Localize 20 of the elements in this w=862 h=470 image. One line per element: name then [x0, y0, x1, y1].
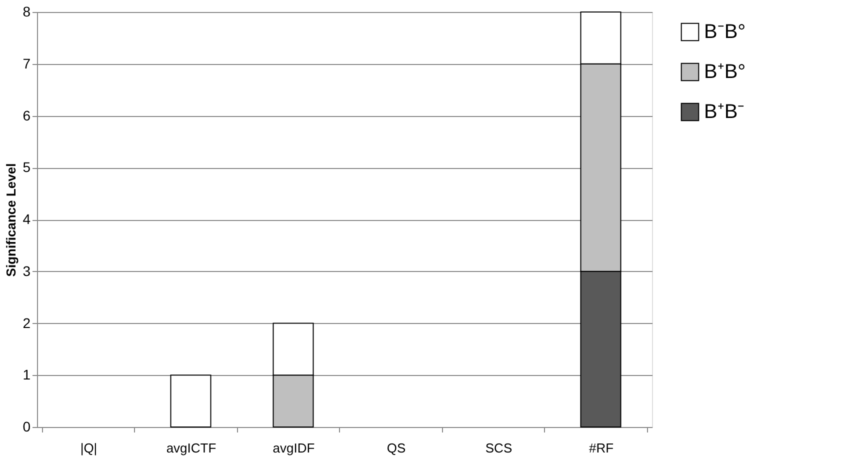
y-axis-title: Significance Level [4, 163, 19, 277]
x-tick-label: QS [386, 440, 406, 456]
y-tick-label: 2 [22, 314, 31, 331]
y-tick-label: 7 [22, 55, 31, 72]
y-tick-label: 4 [22, 211, 31, 227]
bar [170, 374, 212, 428]
x-tick-label: avgIDF [272, 440, 315, 456]
legend-label: B⁺B° [704, 61, 746, 83]
y-tick-label: 6 [22, 107, 31, 124]
x-tick-label: SCS [485, 440, 512, 456]
x-tick-label: avgICTF [166, 440, 216, 456]
y-tick-label: 5 [22, 159, 31, 176]
y-tick-label: 1 [22, 366, 31, 383]
y-tick-label: 8 [22, 4, 31, 20]
y-tick-label: 3 [22, 262, 31, 279]
x-tick-label: |Q| [80, 440, 98, 456]
x-tick-label: #RF [588, 440, 614, 456]
y-tick-label: 0 [22, 418, 31, 434]
legend-label: B⁻B° [704, 21, 746, 43]
legend-label: B⁺B⁻ [704, 101, 745, 123]
